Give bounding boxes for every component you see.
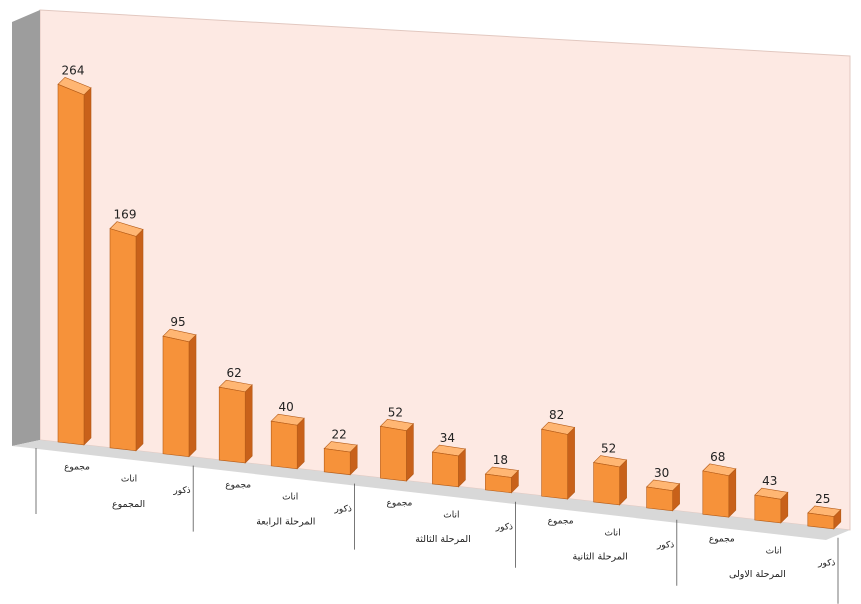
bar: 30 [645, 466, 681, 512]
bar-front-face [57, 83, 85, 446]
bar-category-label: مجموع [64, 462, 90, 472]
bar-value-label: 62 [227, 366, 242, 380]
bar: 43 [754, 474, 789, 524]
bar-category-label: اناث [766, 546, 782, 556]
bar-category-label: اناث [282, 492, 298, 502]
bar-value-label: 25 [815, 492, 830, 506]
bar-side-face [567, 426, 575, 500]
bar-category-label: ذكور [817, 558, 835, 568]
bar-front-face [646, 486, 673, 512]
bar-category-label: ذكور [334, 504, 352, 514]
bar-front-face [218, 386, 246, 464]
bar-side-face [244, 384, 253, 464]
bar-value-label: 169 [114, 208, 137, 222]
bar-value-label: 95 [170, 315, 185, 329]
bar-value-label: 40 [279, 400, 294, 414]
bar: 169 [109, 208, 144, 452]
bar-value-label: 52 [388, 405, 403, 419]
bar-front-face [380, 425, 407, 482]
group-label: المرحلة الثالثة [415, 534, 471, 545]
bar-value-label: 43 [762, 474, 777, 488]
category-axis: مجموع اناث ذكور المجموع مجموع اناث ذكور المرحلة… [35, 448, 839, 604]
bar-value-label: 82 [549, 408, 564, 422]
bar: 25 [807, 492, 842, 530]
bar-side-face [728, 468, 737, 518]
bar-front-face [323, 448, 351, 476]
bar-front-face [702, 470, 730, 518]
bar-value-label: 30 [654, 466, 669, 480]
bar-front-face [807, 512, 835, 530]
bar: 62 [218, 366, 253, 464]
bar: 52 [592, 442, 628, 506]
bar-side-face [135, 228, 144, 452]
bar-category-label: مجموع [386, 499, 412, 509]
bar-value-label: 34 [440, 431, 455, 445]
bar-value-label: 18 [493, 453, 508, 467]
bar: 40 [270, 400, 305, 470]
bar-front-face [109, 228, 137, 452]
bar-front-face [541, 428, 568, 500]
bar-front-face [270, 420, 298, 470]
bar-side-face [296, 417, 305, 470]
bar: 22 [323, 428, 358, 476]
bar-category-label: مجموع [709, 535, 735, 545]
group-label: المرحلة الاولى [729, 569, 786, 580]
bar-side-face [619, 459, 627, 506]
bar: 68 [702, 450, 737, 518]
bar-value-label: 22 [332, 428, 347, 442]
group-label: المرحلة الرابعة [256, 516, 315, 527]
bar-value-label: 264 [62, 63, 85, 77]
bar-side-face [406, 423, 414, 482]
bar-category-label: اناث [604, 528, 620, 538]
bar: 82 [540, 408, 576, 500]
bar-category-label: ذكور [656, 540, 674, 550]
bar-category-label: ذكور [495, 522, 513, 532]
bar-category-label: مجموع [548, 517, 574, 527]
bar-category-label: ذكور [172, 486, 190, 496]
bar: 95 [162, 315, 197, 458]
bar-side-face [83, 87, 92, 446]
bar-category-label: مجموع [225, 481, 251, 491]
bar: 18 [484, 453, 520, 494]
bar-front-face [485, 473, 512, 494]
bar-series: 264 169 95 62 40 22 52 34 18 82 52 30 68 43 25 [57, 63, 842, 530]
bar-value-label: 52 [601, 442, 616, 456]
chart-floor [12, 440, 850, 540]
bar-front-face [593, 462, 620, 506]
bar-category-label: اناث [121, 474, 137, 484]
bar-front-face [432, 451, 459, 488]
bar-front-face [754, 494, 782, 524]
bar: 264 [57, 63, 92, 446]
bar: 52 [379, 405, 415, 482]
group-label: المرحلة الثانية [573, 552, 628, 563]
group-label: المجموع [112, 499, 145, 510]
bar-front-face [162, 335, 190, 458]
bar-value-label: 68 [710, 450, 725, 464]
bar-category-label: اناث [443, 510, 459, 520]
bar-side-face [188, 334, 197, 458]
chart-side-wall [12, 10, 40, 446]
bar: 34 [431, 431, 467, 488]
